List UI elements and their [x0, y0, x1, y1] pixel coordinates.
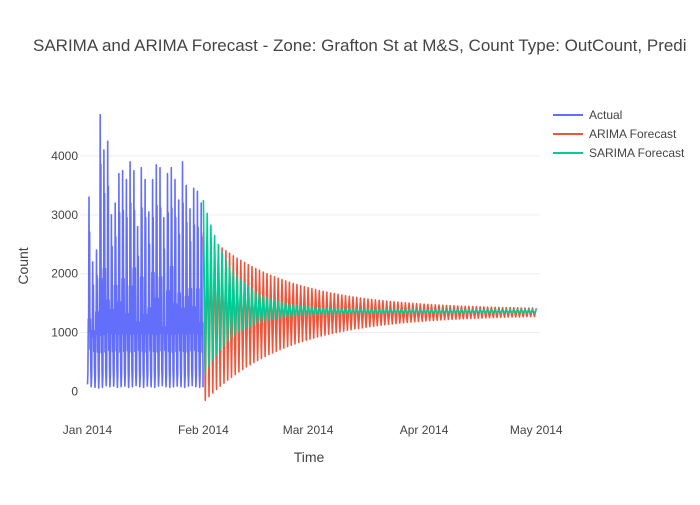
legend-label: SARIMA Forecast [589, 146, 685, 160]
series-layer [86, 113, 538, 402]
x-tick-label: May 2014 [510, 423, 563, 437]
x-tick-label: Feb 2014 [178, 423, 229, 437]
series-line-sarima-forecast [202, 200, 538, 375]
y-tick-label: 3000 [51, 208, 78, 222]
y-tick-label: 4000 [51, 149, 78, 163]
legend-item[interactable]: SARIMA Forecast [553, 146, 685, 160]
y-tick-label: 0 [71, 384, 78, 398]
legend[interactable]: Actual ARIMA Forecast SARIMA Forecast [553, 108, 685, 160]
y-tick-label: 1000 [51, 326, 78, 340]
legend-label: ARIMA Forecast [589, 127, 677, 141]
tick-layer: 0 1000 2000 3000 4000 Jan 2014 Feb 2014 Mar 201… [51, 149, 563, 437]
x-tick-label: Mar 2014 [283, 423, 334, 437]
chart-title: SARIMA and ARIMA Forecast - Zone: Grafto… [33, 36, 687, 55]
x-tick-label: Apr 2014 [400, 423, 449, 437]
series-line-actual [86, 113, 204, 389]
legend-label: Actual [589, 108, 622, 122]
y-tick-label: 2000 [51, 267, 78, 281]
y-axis-title: Count [15, 247, 31, 284]
x-axis-title: Time [294, 449, 325, 465]
legend-item[interactable]: ARIMA Forecast [553, 127, 677, 141]
x-tick-label: Jan 2014 [63, 423, 113, 437]
legend-item[interactable]: Actual [553, 108, 622, 122]
